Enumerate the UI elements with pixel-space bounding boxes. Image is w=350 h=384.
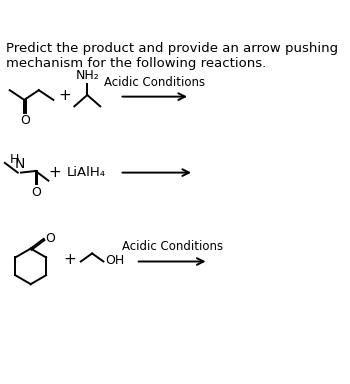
- Text: LiAlH₄: LiAlH₄: [66, 166, 105, 179]
- Text: +: +: [63, 252, 76, 267]
- Text: Acidic Conditions: Acidic Conditions: [104, 76, 205, 89]
- Text: H: H: [10, 153, 19, 166]
- Text: OH: OH: [105, 254, 124, 267]
- Text: N: N: [14, 157, 25, 171]
- Text: +: +: [49, 165, 61, 180]
- Text: O: O: [32, 185, 41, 199]
- Text: O: O: [45, 232, 55, 245]
- Text: NH₂: NH₂: [76, 69, 100, 82]
- Text: O: O: [20, 114, 30, 127]
- Text: Predict the product and provide an arrow pushing
mechanism for the following rea: Predict the product and provide an arrow…: [6, 42, 338, 70]
- Text: +: +: [58, 88, 71, 103]
- Text: Acidic Conditions: Acidic Conditions: [121, 240, 223, 253]
